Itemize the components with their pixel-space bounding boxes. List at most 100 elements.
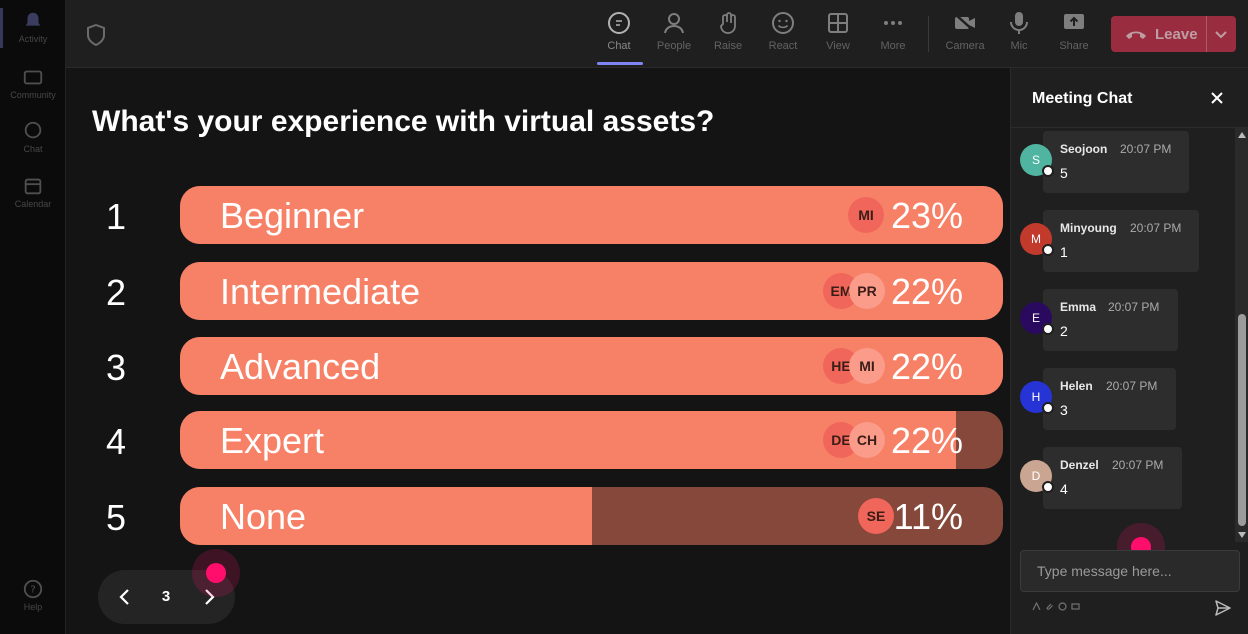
chat-message: Minyoung 20:07 PM 1 M <box>1011 207 1235 272</box>
more-button[interactable]: More <box>866 8 920 64</box>
close-icon[interactable] <box>1209 90 1225 106</box>
rail-item-community[interactable]: Community <box>0 66 66 100</box>
chat-label: Chat <box>607 40 631 52</box>
rail-item-calendar[interactable]: Calendar <box>0 175 66 209</box>
option-percent: 22% <box>890 346 963 387</box>
app-rail: Activity Community Chat Calendar ? Help <box>0 0 66 634</box>
option-bar: Intermediate EM PR 22% <box>180 262 1003 320</box>
send-icon[interactable] <box>1214 599 1232 617</box>
chat-message-list: Seojoon 20:07 PM 5 S Minyoung 20:07 PM 1… <box>1011 128 1235 542</box>
chevron-right-icon[interactable] <box>198 586 220 608</box>
message-text: 5 <box>1060 165 1068 181</box>
calendar-icon <box>24 178 42 195</box>
option-number: 2 <box>106 272 127 313</box>
poll-option: 2 Intermediate EM PR 22% <box>66 262 1010 320</box>
voter-avatar: MI <box>849 348 885 384</box>
option-bar: Advanced HE MI 22% <box>180 337 1003 395</box>
react-button[interactable]: React <box>756 8 810 64</box>
rail-item-label: Calendar <box>14 199 52 209</box>
camera-off-icon <box>954 13 976 33</box>
option-label: Beginner <box>220 195 365 236</box>
format-icon[interactable] <box>1032 602 1041 611</box>
chevron-down-icon[interactable] <box>1214 27 1228 41</box>
attach-icon[interactable] <box>1045 602 1054 611</box>
chat-icon <box>608 12 630 34</box>
voter-avatar: CH <box>849 422 885 458</box>
svg-text:?: ? <box>30 585 35 596</box>
option-bar-fill <box>180 487 592 545</box>
option-percent: 11% <box>893 496 963 537</box>
help-icon: ? <box>23 579 43 599</box>
poll-option: 1 Beginner MI 23% <box>66 186 1010 244</box>
pointer-indicator <box>206 563 226 583</box>
option-label: Advanced <box>220 346 381 387</box>
poll-question: What's your experience with virtual asse… <box>92 105 715 138</box>
sender-name: Minyoung <box>1060 221 1117 235</box>
scroll-down-arrow[interactable] <box>1238 532 1246 538</box>
toolbar-separator <box>928 16 929 52</box>
active-tab-indicator <box>597 62 643 65</box>
presence-badge <box>1042 402 1054 414</box>
smiley-icon <box>772 12 794 34</box>
option-label: Intermediate <box>220 271 421 312</box>
more-label: More <box>880 40 906 52</box>
message-bubble: Helen 20:07 PM 3 <box>1043 368 1176 430</box>
chevron-left-icon[interactable] <box>114 586 136 608</box>
grid-icon <box>828 13 848 33</box>
message-time: 20:07 PM <box>1106 379 1158 393</box>
voter-avatar: MI <box>848 197 884 233</box>
sender-name: Denzel <box>1060 458 1099 472</box>
scroll-up-arrow[interactable] <box>1238 132 1246 138</box>
people-button[interactable]: People <box>647 8 701 64</box>
chat-scrollbar[interactable] <box>1235 128 1248 542</box>
message-input[interactable]: Type message here... <box>1020 550 1240 592</box>
chat-icon <box>24 121 42 139</box>
rail-item-activity[interactable]: Activity <box>0 10 66 44</box>
hand-icon <box>720 12 736 34</box>
poll-results-panel: What's your experience with virtual asse… <box>66 68 1010 634</box>
bell-icon <box>25 12 41 26</box>
mic-label: Mic <box>1010 40 1028 52</box>
raise-hand-button[interactable]: Raise <box>701 8 755 64</box>
message-text: 3 <box>1060 402 1068 418</box>
sender-name: Seojoon <box>1060 142 1108 156</box>
share-button[interactable]: Share <box>1047 8 1101 64</box>
chat-message: Seojoon 20:07 PM 5 S <box>1011 128 1235 193</box>
mic-button[interactable]: Mic <box>992 8 1046 64</box>
shield-icon[interactable] <box>86 24 106 46</box>
message-time: 20:07 PM <box>1108 300 1160 314</box>
option-percent: 23% <box>890 195 963 236</box>
leave-label: Leave <box>1155 25 1198 43</box>
scroll-thumb[interactable] <box>1238 314 1246 526</box>
poll-option: 4 Expert DE CH 22% <box>66 411 1010 469</box>
people-icon <box>664 13 684 34</box>
microphone-icon <box>1010 12 1028 34</box>
message-bubble: Denzel 20:07 PM 4 <box>1043 447 1182 509</box>
poll-option: 5 None SE 11% <box>66 487 1010 545</box>
message-text: 1 <box>1060 244 1068 260</box>
chat-button[interactable]: Chat <box>592 8 646 64</box>
rail-item-help[interactable]: ? Help <box>0 578 66 612</box>
message-time: 20:07 PM <box>1112 458 1164 472</box>
leave-divider <box>1206 16 1207 52</box>
meeting-chat-panel: Meeting Chat Seojoon 20:07 PM 5 S Minyou… <box>1010 68 1248 634</box>
message-bubble: Minyoung 20:07 PM 1 <box>1043 210 1199 272</box>
rail-item-label: Activity <box>18 34 48 44</box>
sender-name: Emma <box>1060 300 1097 314</box>
camera-button[interactable]: Camera <box>938 8 992 64</box>
leave-button[interactable]: Leave <box>1111 16 1236 52</box>
option-bar: None SE 11% <box>180 487 1003 545</box>
emoji-icon[interactable] <box>1058 602 1067 611</box>
gif-icon[interactable] <box>1071 602 1080 611</box>
raise-label: Raise <box>713 40 743 52</box>
rail-item-chat[interactable]: Chat <box>0 120 66 154</box>
message-time: 20:07 PM <box>1120 142 1172 156</box>
option-number: 4 <box>106 421 127 462</box>
option-number: 5 <box>106 497 127 538</box>
option-bar: Expert DE CH 22% <box>180 411 1003 469</box>
presence-badge <box>1042 244 1054 256</box>
message-bubble: Emma 20:07 PM 2 <box>1043 289 1178 351</box>
view-button[interactable]: View <box>811 8 865 64</box>
rail-item-label: Community <box>10 90 56 100</box>
chat-message: Emma 20:07 PM 2 E <box>1011 286 1235 351</box>
